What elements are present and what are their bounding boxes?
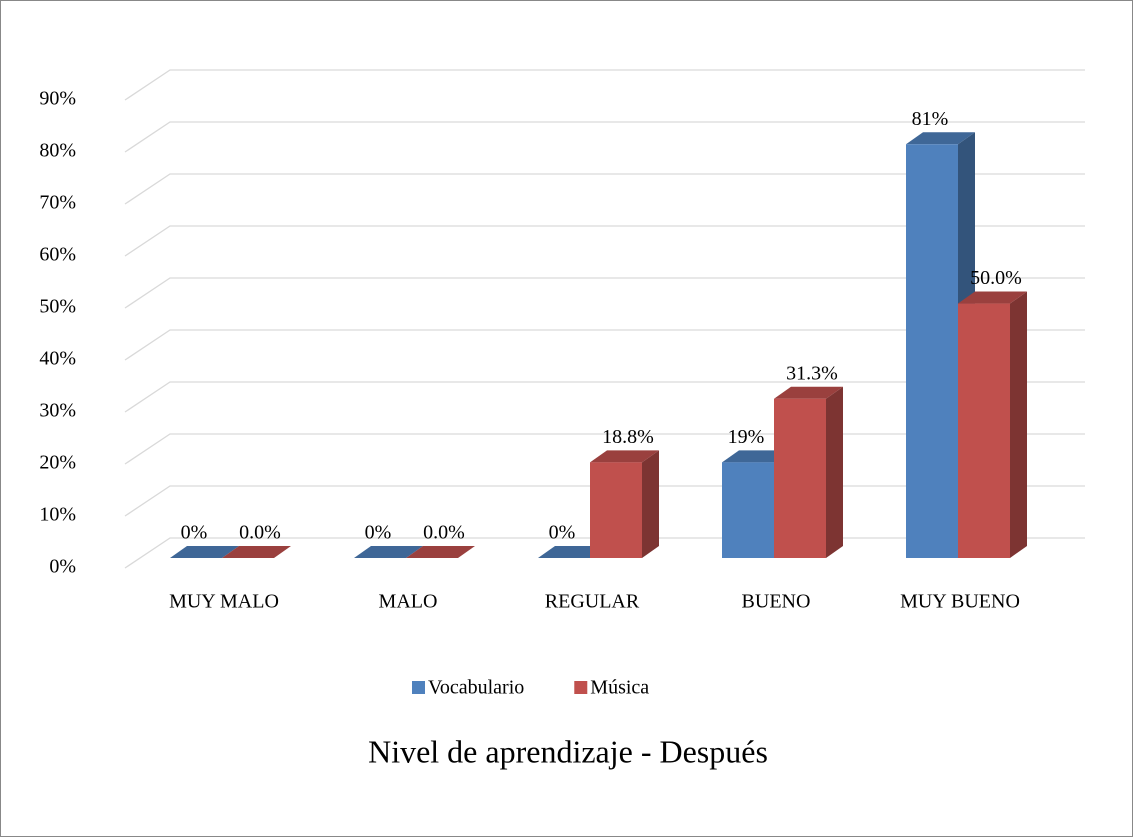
x-tick-label: BUENO <box>742 591 811 613</box>
bar-face <box>774 398 826 558</box>
data-label: 81% <box>912 108 949 130</box>
legend-label: Música <box>590 677 649 699</box>
y-tick-label: 30% <box>39 400 76 422</box>
data-label: 0% <box>549 522 576 544</box>
grid-line <box>124 329 1085 361</box>
data-label: 50.0% <box>970 267 1022 289</box>
data-label: 0% <box>181 522 208 544</box>
grid-line <box>124 225 1085 257</box>
bar-face <box>826 386 843 558</box>
bar-face <box>538 546 607 558</box>
bar-face <box>722 450 791 463</box>
y-tick-label: 60% <box>39 244 76 266</box>
data-label: 0% <box>365 522 392 544</box>
bar-face <box>958 291 1027 304</box>
y-tick-label: 0% <box>49 556 76 578</box>
bar-face <box>170 546 239 558</box>
bar-face <box>774 386 843 399</box>
bar-face <box>406 546 475 558</box>
x-tick-label: MALO <box>379 591 438 613</box>
bar-face <box>722 462 774 558</box>
bar <box>538 546 607 558</box>
bar <box>958 291 1027 558</box>
grid-line <box>124 381 1085 413</box>
bar <box>774 386 843 558</box>
data-label: 19% <box>728 426 765 448</box>
bar <box>222 546 291 558</box>
bar-face <box>642 450 659 558</box>
bar-face <box>906 132 975 145</box>
bar-face <box>1010 291 1027 558</box>
x-tick-label: REGULAR <box>545 591 640 613</box>
bar <box>170 546 239 558</box>
y-tick-label: 10% <box>39 504 76 526</box>
y-tick-label: 80% <box>39 140 76 162</box>
data-label: 0.0% <box>423 522 465 544</box>
y-tick-label: 90% <box>39 88 76 110</box>
legend-swatch <box>574 681 588 694</box>
grid-line <box>124 173 1085 205</box>
data-label: 31.3% <box>786 362 838 384</box>
y-tick-label: 20% <box>39 452 76 474</box>
y-tick-label: 50% <box>39 296 76 318</box>
y-tick-label: 40% <box>39 348 76 370</box>
bar-face <box>906 144 958 559</box>
bar-face <box>590 450 659 463</box>
x-tick-label: MUY BUENO <box>900 591 1020 613</box>
data-label: 18.8% <box>602 426 654 448</box>
chart-title: Nivel de aprendizaje - Después <box>368 733 768 769</box>
legend-swatch <box>412 681 425 694</box>
grid-line <box>124 69 1085 101</box>
bar <box>354 546 423 558</box>
grid-line <box>124 277 1085 309</box>
grid-line <box>124 121 1085 153</box>
bar-face <box>590 462 642 558</box>
bar <box>406 546 475 558</box>
y-tick-label: 70% <box>39 192 76 214</box>
legend-label: Vocabulario <box>428 677 524 699</box>
bar-face <box>222 546 291 558</box>
bar-face <box>958 303 1010 558</box>
bar <box>590 450 659 558</box>
x-tick-label: MUY MALO <box>169 591 279 613</box>
data-label: 0.0% <box>239 522 281 544</box>
bar-face <box>354 546 423 558</box>
